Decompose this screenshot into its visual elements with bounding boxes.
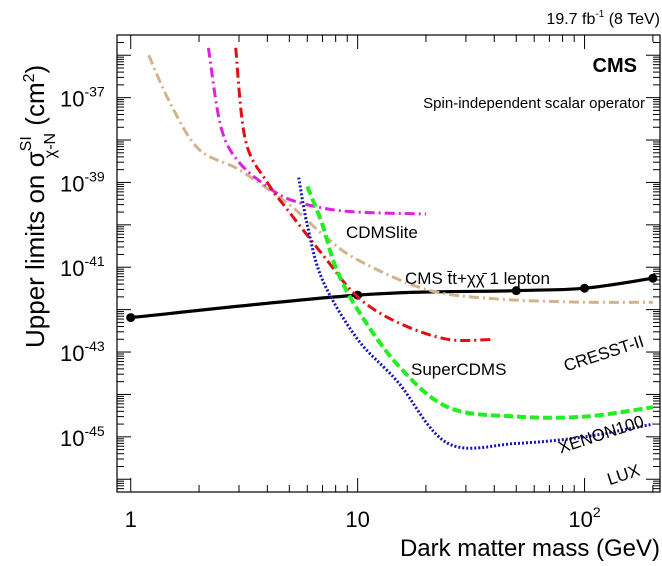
plot-area [126, 47, 658, 450]
y-axis-label: Upper limits on σSI χ-N (cm2) [18, 65, 59, 348]
y-tick-label: 10-45 [60, 423, 105, 451]
operator-label: Spin-independent scalar operator [423, 95, 645, 112]
luminosity-label: 19.7 fb-1 (8 TeV) [546, 9, 660, 28]
series-layer [126, 47, 658, 450]
series-cdmslite-line [206, 47, 427, 216]
series-cms-t-t-1-lepton-point-3 [580, 283, 590, 293]
x-tick-label: 10 [345, 507, 369, 532]
x-tick-label: 1 [125, 507, 137, 532]
y-tick-label: 10-43 [60, 338, 105, 366]
series-cms-t-t-1-lepton-point-2 [511, 286, 521, 296]
series-cdmslite-label: CDMSlite [346, 223, 418, 242]
series-supercdms-label: SuperCDMS [411, 360, 506, 379]
x-axis-label: Dark matter mass (GeV) [400, 535, 660, 562]
x-tick-label: 102 [568, 504, 600, 532]
y-tick-label: 10-41 [60, 253, 105, 281]
cms-label: CMS [593, 55, 637, 77]
series-cms-t-t-1-lepton-line [130, 276, 654, 320]
series-xenon100-line [305, 185, 654, 420]
y-tick-label: 10-39 [60, 168, 105, 196]
series-cms-t-t-1-lepton-point-0 [126, 313, 136, 323]
y-tick-label: 10-37 [60, 84, 105, 112]
plot-frame [116, 34, 661, 493]
series-lux-line [297, 177, 654, 450]
series-cms-t-t-1-lepton-point-4 [648, 273, 658, 283]
series-cms-t-t-1-lepton-label: CMS t̄t+χχ̄ 1 lepton [405, 269, 550, 288]
axes-layer [116, 34, 661, 493]
